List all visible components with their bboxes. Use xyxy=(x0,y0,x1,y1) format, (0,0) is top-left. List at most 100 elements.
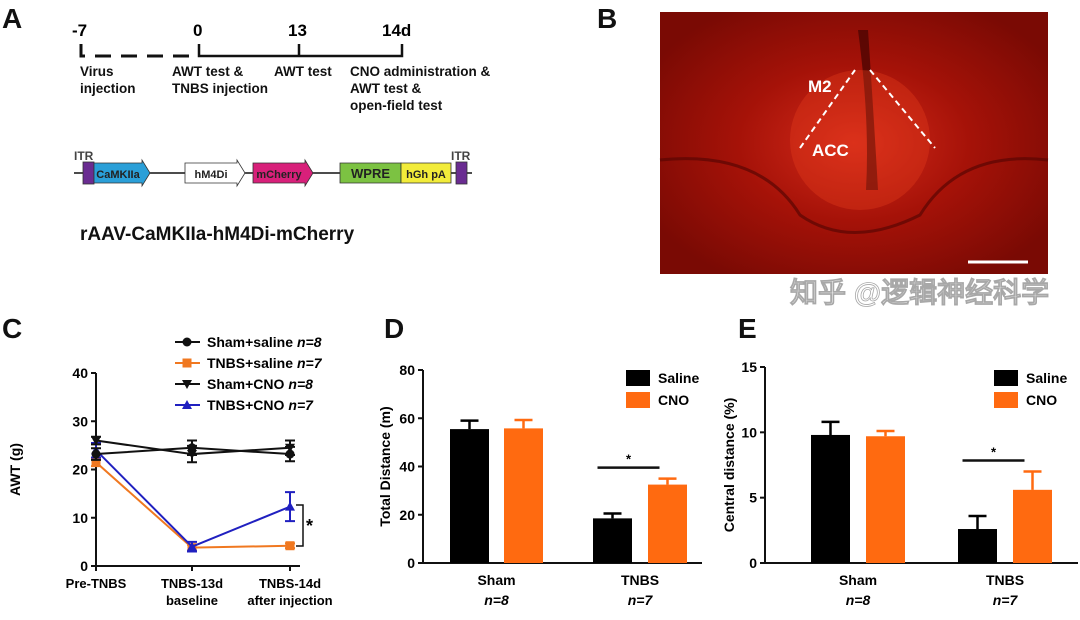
y-tick-label: 0 xyxy=(80,558,88,574)
bar-sham-saline xyxy=(811,434,850,563)
legend-label: CNO xyxy=(658,392,689,408)
marker-triangle-down xyxy=(187,450,197,460)
timeline: -7 0 13 14d Virus injection AWT test & TNBS… xyxy=(72,21,491,113)
significance-star: * xyxy=(991,445,997,460)
group-n-label: n=8 xyxy=(484,592,509,608)
y-tick-label: 20 xyxy=(72,462,88,478)
region-label-m2: M2 xyxy=(808,77,832,96)
y-tick-label: 15 xyxy=(741,359,757,375)
marker-square xyxy=(91,457,101,467)
x-tick-label: TNBS-14d xyxy=(259,576,321,591)
marker-triangle-down xyxy=(91,436,101,446)
timeline-event-label: injection xyxy=(80,81,136,96)
timeline-event-label: AWT test xyxy=(274,64,332,79)
marker-circle xyxy=(91,449,101,459)
construct-element-label: mCherry xyxy=(256,169,302,181)
watermark: 知乎 @逻辑神经科学 xyxy=(790,276,1049,308)
error-bar xyxy=(460,419,479,430)
y-tick-label: 10 xyxy=(741,424,757,440)
significance-bracket xyxy=(296,504,304,547)
y-tick-label: 20 xyxy=(399,507,415,523)
marker-square xyxy=(182,358,192,368)
group-n-label: n=7 xyxy=(628,592,654,608)
itr-right-label: ITR xyxy=(451,149,471,163)
construct-element-hgh-pa xyxy=(400,162,452,184)
timeline-event-label: open-field test xyxy=(350,98,443,113)
series-line-tnbs-cno xyxy=(95,449,291,548)
y-axis-title: Central distance (%) xyxy=(721,398,737,533)
timeline-event-label: TNBS injection xyxy=(172,81,268,96)
error-bar xyxy=(658,477,677,485)
bar-tnbs-cno xyxy=(648,484,687,563)
timeline-event-label: Virus xyxy=(80,64,114,79)
significance-star: * xyxy=(626,452,632,467)
marker-triangle-up xyxy=(187,541,197,551)
legend-n: n=8 xyxy=(297,334,322,350)
legend-label: Saline xyxy=(1026,370,1067,386)
legend-label: CNO xyxy=(1026,392,1057,408)
bar-tnbs-cno xyxy=(1013,489,1052,563)
error-bar xyxy=(968,514,987,530)
vector-construct: ITR ITR CaMKIIa hM4Di mCherry WPRE hGh pA rA… xyxy=(74,149,472,245)
error-bar xyxy=(1023,470,1042,490)
chart-d-total-distance: 0 20 40 60 80 Total Distance (m) Sham n=8 TNBS n=… xyxy=(377,362,702,608)
x-tick-label: Sham xyxy=(839,572,877,588)
chart-c-awt: 0 10 20 30 40 AWT (g) Pre-TNBS TNBS-13d baseline… xyxy=(7,334,333,608)
itr-right-box xyxy=(455,161,468,185)
bar-sham-saline xyxy=(450,429,489,563)
y-tick-label: 10 xyxy=(72,510,88,526)
itr-left-box xyxy=(82,161,95,185)
y-axis-title: AWT (g) xyxy=(7,443,23,496)
bar-sham-cno xyxy=(866,436,905,563)
construct-element-label: CaMKIIa xyxy=(96,169,140,181)
timeline-event-label: AWT test & xyxy=(350,81,422,96)
construct-element-camkiia xyxy=(93,158,151,188)
y-tick-label: 60 xyxy=(399,410,415,426)
construct-element-mcherry xyxy=(252,158,314,188)
y-tick-label: 40 xyxy=(72,365,88,381)
legend-swatch xyxy=(626,370,650,386)
construct-name: rAAV-CaMKIIa-hM4Di-mCherry xyxy=(80,224,355,245)
legend-name: TNBS+saline xyxy=(207,355,293,371)
marker-triangle-up xyxy=(285,501,295,511)
panel-label-b: B xyxy=(597,3,617,34)
significance-star: * xyxy=(306,516,313,536)
panel-label-e: E xyxy=(738,313,757,344)
legend-name: Sham+saline xyxy=(207,334,293,350)
construct-element-label: hGh pA xyxy=(406,169,446,181)
panel-label-a: A xyxy=(2,3,22,34)
bar-tnbs-saline xyxy=(593,518,632,563)
y-tick-label: 0 xyxy=(749,555,757,571)
marker-square xyxy=(285,541,295,551)
legend-n: n=7 xyxy=(288,397,314,413)
y-tick-label: 30 xyxy=(72,413,88,429)
y-axis-title: Total Distance (m) xyxy=(377,406,393,526)
timeline-tick: -7 xyxy=(72,21,87,40)
legend-swatch xyxy=(994,392,1018,408)
timeline-tick: 0 xyxy=(193,21,202,40)
marker-triangle-down xyxy=(182,380,192,389)
group-n-label: n=8 xyxy=(846,592,871,608)
x-tick-label: TNBS xyxy=(621,572,659,588)
panel-label-c: C xyxy=(2,313,22,344)
legend-name: TNBS+CNO xyxy=(207,397,285,413)
chart-e-central-distance: 0 5 10 15 Central distance (%) Sham n=8 TNBS n=7… xyxy=(721,359,1078,608)
itr-left-label: ITR xyxy=(74,149,94,163)
legend-label: TNBS+CNO n=7 xyxy=(207,397,314,413)
legend-n: n=8 xyxy=(288,376,313,392)
region-label-acc: ACC xyxy=(812,141,849,160)
group-n-label: n=7 xyxy=(993,592,1019,608)
construct-element-label: WPRE xyxy=(351,166,390,181)
construct-element-label: hM4Di xyxy=(195,169,228,181)
legend-n: n=7 xyxy=(297,355,323,371)
error-bar xyxy=(514,418,533,429)
error-bar xyxy=(876,429,895,437)
y-tick-label: 80 xyxy=(399,362,415,378)
legend-label: Saline xyxy=(658,370,699,386)
x-tick-label: TNBS xyxy=(986,572,1024,588)
histology-image: M2 ACC xyxy=(659,12,1049,274)
legend-swatch xyxy=(626,392,650,408)
x-tick-label: Sham xyxy=(477,572,515,588)
legend-label: Sham+CNO n=8 xyxy=(207,376,313,392)
